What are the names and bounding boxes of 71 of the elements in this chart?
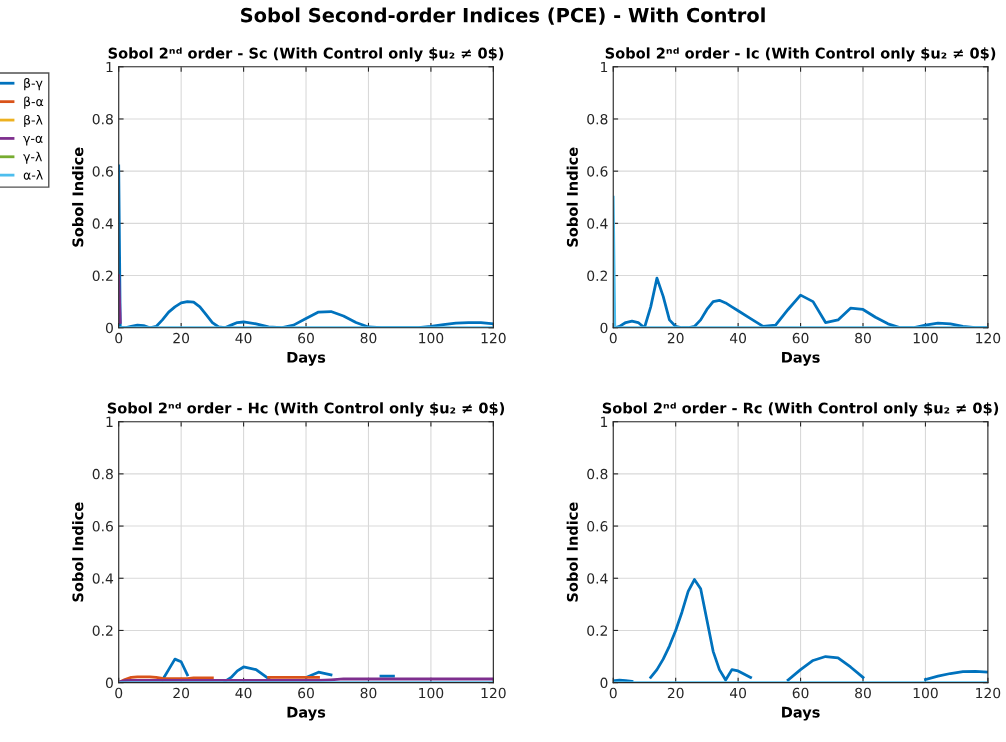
legend-label: γ-λ [23,151,42,164]
y-tick-label: 0.6 [587,521,608,532]
legend-label: β-α [24,96,44,109]
y-axis-title: Sobol Indice [72,502,84,602]
x-tick-label: 0 [609,332,617,344]
x-tick-label: 120 [976,332,1001,344]
y-tick-label: 0.2 [92,270,113,282]
y-tick-label: 0 [105,322,113,334]
y-tick-label: 0.4 [587,218,608,229]
y-tick-label: 0.6 [587,166,608,177]
y-tick-label: 0.8 [92,113,113,125]
y-tick-label: 1 [106,416,113,427]
y-axis-title: Sobol Indice [566,502,578,602]
y-axis-title: Sobol Indice [72,147,84,247]
chart-title: Sobol 2ⁿᵈ order - Rc (With Control only $u₂ ≠ 0$) [602,402,999,417]
y-tick-label: 0.8 [92,468,113,480]
chart-title: Sobol 2ⁿᵈ order - Ic (With Control only $u₂ ≠ 0$) [605,47,996,62]
x-tick-label: 60 [298,687,314,699]
legend-label: γ-α [23,135,43,146]
x-axis-title: Days [782,351,820,366]
chart-title: Sobol 2ⁿᵈ order - Sc (With Control only $u₂ ≠ 0$) [108,47,504,62]
y-tick-label: 1 [106,61,113,73]
x-tick-label: 100 [419,332,444,344]
x-axis-title: Days [287,706,326,721]
x-tick-label: 40 [729,687,747,699]
chart-title: Sobol 2ⁿᵈ order - Hc (With Control only $u₂ ≠ 0$) [107,402,505,417]
x-tick-label: 120 [481,687,506,699]
x-tick-label: 100 [913,687,938,699]
y-tick-label: 0.6 [92,166,113,177]
x-axis-title: Days [782,706,820,721]
x-axis-title: Days [287,351,326,366]
x-tick-label: 60 [792,332,809,344]
y-tick-label: 0.8 [587,113,608,125]
x-tick-label: 80 [360,332,377,344]
x-tick-label: 20 [667,687,684,699]
y-tick-label: 1 [601,61,608,73]
y-tick-label: 0.4 [92,218,114,229]
x-tick-label: 60 [298,332,314,344]
y-tick-label: 0.2 [587,625,607,636]
x-tick-label: 100 [419,687,444,699]
x-tick-label: 40 [235,332,252,344]
text: Sobol Second-order Indices (PCE) - With Control [241,7,765,25]
y-tick-label: 0.4 [92,573,114,584]
x-tick-label: 0 [115,332,123,344]
x-tick-label: 120 [976,687,1001,699]
x-tick-label: 0 [115,687,123,699]
x-tick-label: 80 [360,687,377,699]
x-tick-label: 120 [481,332,506,344]
x-tick-label: 40 [729,332,747,344]
legend-label: α-λ [23,170,43,180]
y-tick-label: 0 [105,677,113,689]
x-tick-label: 20 [667,332,684,344]
y-tick-label: 0.2 [587,270,607,282]
x-tick-label: 100 [913,332,938,344]
y-tick-label: 1 [601,416,608,427]
y-tick-label: 0.8 [587,468,608,480]
y-tick-label: 0.6 [92,521,113,532]
y-tick-label: 0 [600,677,608,689]
x-tick-label: 20 [173,332,190,344]
x-tick-label: 60 [792,687,809,699]
y-tick-label: 0 [600,322,608,334]
x-tick-label: 20 [173,687,190,699]
legend-label: β-λ [24,114,43,128]
legend-label: β-γ [24,78,43,91]
x-tick-label: 80 [855,687,871,699]
x-tick-label: 80 [855,332,871,344]
y-axis-title: Sobol Indice [566,147,578,247]
x-tick-label: 40 [235,687,252,699]
x-tick-label: 0 [609,687,617,699]
y-tick-label: 0.4 [587,573,608,584]
y-tick-label: 0.2 [92,625,113,636]
